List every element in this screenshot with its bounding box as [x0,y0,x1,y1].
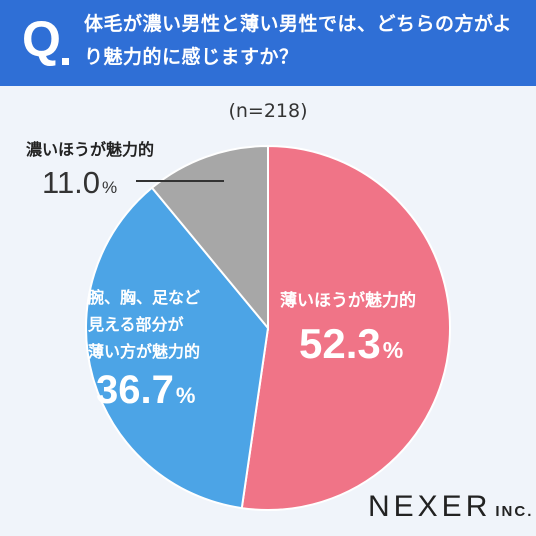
slice-label-line: 薄い方が魅力的 [88,342,201,361]
slice-value-visible-parts: 36.7% [96,368,196,412]
q-dot [62,58,69,65]
question-text: 体毛が濃い男性と薄い男性では、どちらの方がより魅力的に感じますか？ [84,13,513,68]
q-mark: Q [22,11,61,67]
slice-label-line: 見える部分が [88,315,184,334]
pie-slice-thick [150,144,269,331]
slice-label-visible-parts: 腕、胸、足など 見える部分が 薄い方が魅力的 [88,284,248,365]
pie-slice-thin [240,144,451,511]
nexer-logo: NEXER INC. [368,490,534,523]
slice-value-thin: 52.3% [299,320,404,367]
slice-label-thin: 薄いほうが魅力的 [280,291,416,311]
pie-slice-visible-parts [85,186,270,510]
sample-size: (n=218) [228,100,308,122]
slice-value-thick: 11.0% [42,165,118,200]
slice-label-line: 腕、胸、足など [88,288,201,307]
slice-label-thick: 濃いほうが魅力的 [26,140,155,159]
question-header: Q 体毛が濃い男性と薄い男性では、どちらの方がより魅力的に感じますか？ [0,0,536,86]
